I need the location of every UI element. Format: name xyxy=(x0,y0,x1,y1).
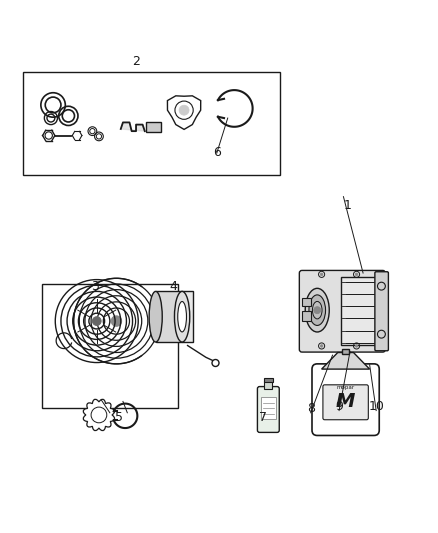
Bar xyxy=(342,349,349,354)
Text: 3: 3 xyxy=(91,280,99,293)
Bar xyxy=(264,378,273,382)
Ellipse shape xyxy=(178,302,187,332)
FancyBboxPatch shape xyxy=(258,386,279,432)
Bar xyxy=(261,398,276,419)
FancyBboxPatch shape xyxy=(375,272,389,351)
FancyBboxPatch shape xyxy=(323,385,368,420)
Circle shape xyxy=(92,317,101,326)
Polygon shape xyxy=(321,352,370,369)
Polygon shape xyxy=(167,96,201,130)
Text: 10: 10 xyxy=(368,400,384,413)
Circle shape xyxy=(320,273,323,276)
Bar xyxy=(182,292,193,342)
Bar xyxy=(22,72,280,175)
Circle shape xyxy=(179,105,189,115)
Text: 4: 4 xyxy=(169,280,177,293)
Ellipse shape xyxy=(312,302,322,319)
Text: 7: 7 xyxy=(259,410,267,424)
Ellipse shape xyxy=(309,295,325,326)
Bar xyxy=(302,298,311,306)
Bar xyxy=(302,311,311,321)
Circle shape xyxy=(320,345,323,348)
Ellipse shape xyxy=(174,292,190,342)
FancyBboxPatch shape xyxy=(299,270,385,352)
Circle shape xyxy=(355,345,358,348)
Text: 8: 8 xyxy=(307,402,314,415)
Bar xyxy=(42,284,177,408)
Polygon shape xyxy=(83,399,114,431)
Bar xyxy=(146,123,161,132)
Text: 1: 1 xyxy=(344,199,352,212)
Text: M: M xyxy=(336,392,355,411)
Ellipse shape xyxy=(305,288,329,332)
FancyBboxPatch shape xyxy=(312,364,379,435)
Text: mopar: mopar xyxy=(336,385,355,390)
Circle shape xyxy=(314,306,321,313)
Text: 2: 2 xyxy=(132,55,140,68)
Circle shape xyxy=(355,273,358,276)
Text: 5: 5 xyxy=(115,410,123,424)
Bar xyxy=(265,381,272,389)
Circle shape xyxy=(91,407,107,423)
Ellipse shape xyxy=(149,292,162,342)
Text: 6: 6 xyxy=(213,147,221,159)
Bar xyxy=(155,292,182,342)
Circle shape xyxy=(111,316,122,326)
Bar xyxy=(341,277,384,345)
Text: 9: 9 xyxy=(335,400,343,413)
Polygon shape xyxy=(121,123,145,131)
